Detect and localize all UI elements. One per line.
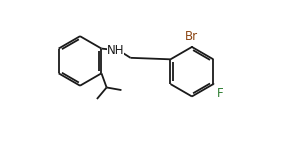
Text: F: F: [217, 87, 224, 100]
Text: Br: Br: [185, 30, 199, 43]
Text: NH: NH: [107, 44, 124, 57]
